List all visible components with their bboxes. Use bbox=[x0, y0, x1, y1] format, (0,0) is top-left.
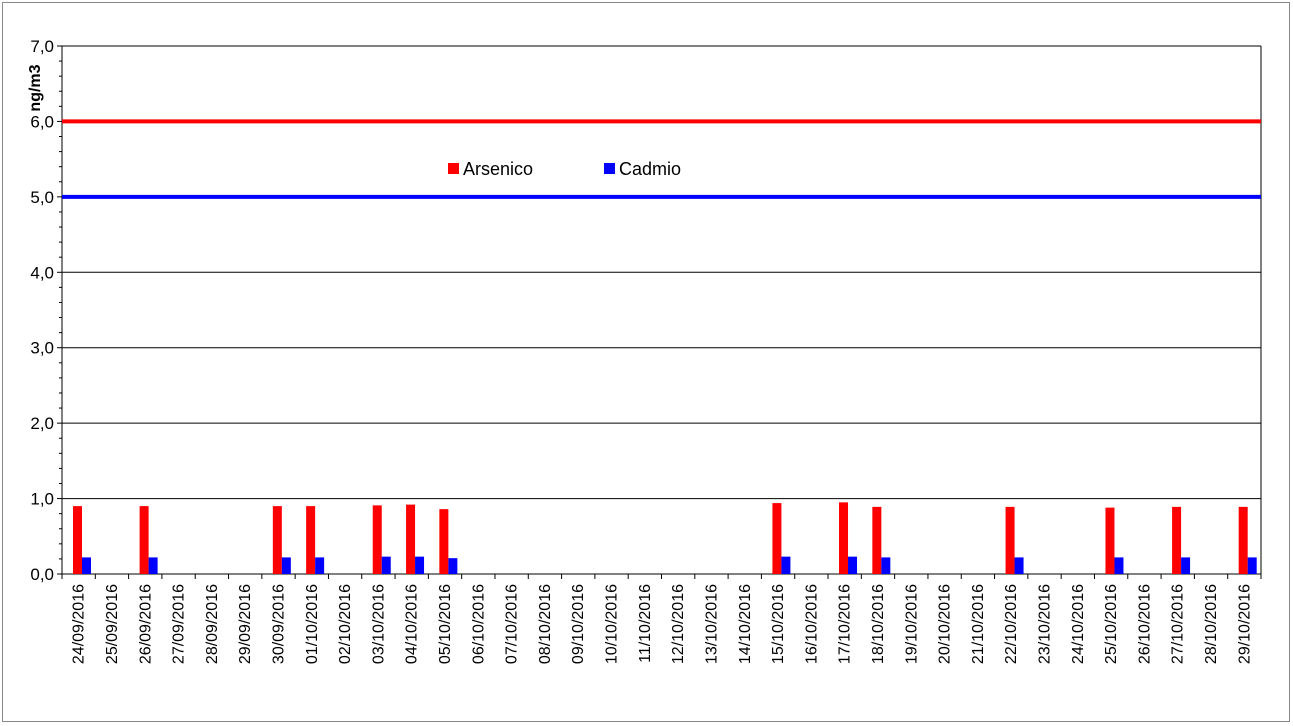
bar-arsenico bbox=[139, 506, 149, 574]
y-tick-label: 1,0 bbox=[30, 490, 54, 509]
bar-arsenico bbox=[1005, 506, 1015, 574]
x-category-label: 27/09/2016 bbox=[171, 584, 188, 664]
bar-arsenico bbox=[439, 509, 449, 574]
x-category-label: 15/10/2016 bbox=[770, 584, 787, 664]
bar-arsenico bbox=[872, 506, 882, 574]
bar-cadmio bbox=[381, 556, 391, 574]
legend-swatch-cadmio bbox=[604, 163, 615, 174]
y-tick-label: 5,0 bbox=[30, 188, 54, 207]
bar-arsenico bbox=[406, 504, 416, 574]
y-tick-label: 7,0 bbox=[30, 37, 54, 56]
x-category-label: 05/10/2016 bbox=[437, 584, 454, 664]
x-category-label: 24/10/2016 bbox=[1070, 584, 1087, 664]
x-category-label: 29/09/2016 bbox=[237, 584, 254, 664]
x-category-label: 20/10/2016 bbox=[937, 584, 954, 664]
x-category-label: 04/10/2016 bbox=[404, 584, 421, 664]
bar-cadmio bbox=[281, 557, 291, 574]
bar-cadmio bbox=[781, 556, 791, 574]
x-category-label: 21/10/2016 bbox=[970, 584, 987, 664]
legend-swatch-arsenico bbox=[448, 163, 459, 174]
bar-cadmio bbox=[448, 558, 458, 574]
x-category-label: 18/10/2016 bbox=[870, 584, 887, 664]
x-category-label: 25/10/2016 bbox=[1103, 584, 1120, 664]
y-tick-label: 3,0 bbox=[30, 339, 54, 358]
y-tick-label: 0,0 bbox=[30, 565, 54, 584]
x-category-label: 11/10/2016 bbox=[637, 584, 654, 663]
legend-label: Arsenico bbox=[463, 159, 533, 179]
y-tick-label: 4,0 bbox=[30, 263, 54, 282]
x-category-label: 23/10/2016 bbox=[1037, 584, 1054, 664]
x-category-label: 01/10/2016 bbox=[304, 584, 321, 664]
x-category-label: 16/10/2016 bbox=[803, 584, 820, 664]
bar-arsenico bbox=[372, 505, 382, 574]
y-axis-label: ng/m3 bbox=[27, 64, 44, 111]
x-category-label: 28/10/2016 bbox=[1203, 584, 1220, 664]
bar-arsenico bbox=[772, 503, 782, 574]
x-category-label: 25/09/2016 bbox=[104, 584, 121, 664]
bar-arsenico bbox=[306, 506, 316, 574]
bar-cadmio bbox=[1247, 557, 1257, 574]
x-category-label: 29/10/2016 bbox=[1236, 584, 1253, 664]
bar-cadmio bbox=[1014, 557, 1024, 574]
x-category-label: 30/09/2016 bbox=[270, 584, 287, 664]
bar-cadmio bbox=[82, 557, 91, 574]
x-category-label: 28/09/2016 bbox=[204, 584, 221, 664]
x-category-label: 07/10/2016 bbox=[504, 584, 521, 664]
bar-arsenico bbox=[1238, 506, 1248, 574]
bar-cadmio bbox=[1181, 557, 1191, 574]
x-category-label: 26/10/2016 bbox=[1136, 584, 1153, 664]
x-category-label: 09/10/2016 bbox=[570, 584, 587, 664]
x-category-label: 27/10/2016 bbox=[1170, 584, 1187, 664]
x-category-label: 13/10/2016 bbox=[703, 584, 720, 664]
x-category-label: 19/10/2016 bbox=[903, 584, 920, 664]
x-category-label: 02/10/2016 bbox=[337, 584, 354, 664]
x-category-label: 10/10/2016 bbox=[604, 584, 621, 664]
bar-arsenico bbox=[73, 506, 82, 574]
bar-cadmio bbox=[148, 557, 158, 574]
x-category-label: 03/10/2016 bbox=[370, 584, 387, 664]
bar-cadmio bbox=[415, 556, 425, 574]
bar-cadmio bbox=[315, 557, 325, 574]
x-category-label: 14/10/2016 bbox=[737, 584, 754, 664]
x-category-label: 24/09/2016 bbox=[71, 584, 88, 664]
bar-cadmio bbox=[881, 557, 891, 574]
bar-arsenico bbox=[272, 506, 282, 574]
bar-cadmio bbox=[1114, 557, 1124, 574]
y-tick-label: 2,0 bbox=[30, 414, 54, 433]
x-category-label: 08/10/2016 bbox=[537, 584, 554, 664]
legend-label: Cadmio bbox=[619, 159, 681, 179]
bar-arsenico bbox=[839, 502, 849, 574]
bar-cadmio bbox=[848, 556, 858, 574]
x-category-label: 17/10/2016 bbox=[837, 584, 854, 664]
x-category-label: 26/09/2016 bbox=[137, 584, 154, 664]
x-category-label: 06/10/2016 bbox=[470, 584, 487, 664]
x-category-label: 12/10/2016 bbox=[670, 584, 687, 664]
x-category-label: 22/10/2016 bbox=[1003, 584, 1020, 664]
bar-arsenico bbox=[1105, 507, 1115, 574]
y-tick-label: 6,0 bbox=[30, 112, 54, 131]
bar-arsenico bbox=[1172, 506, 1182, 574]
